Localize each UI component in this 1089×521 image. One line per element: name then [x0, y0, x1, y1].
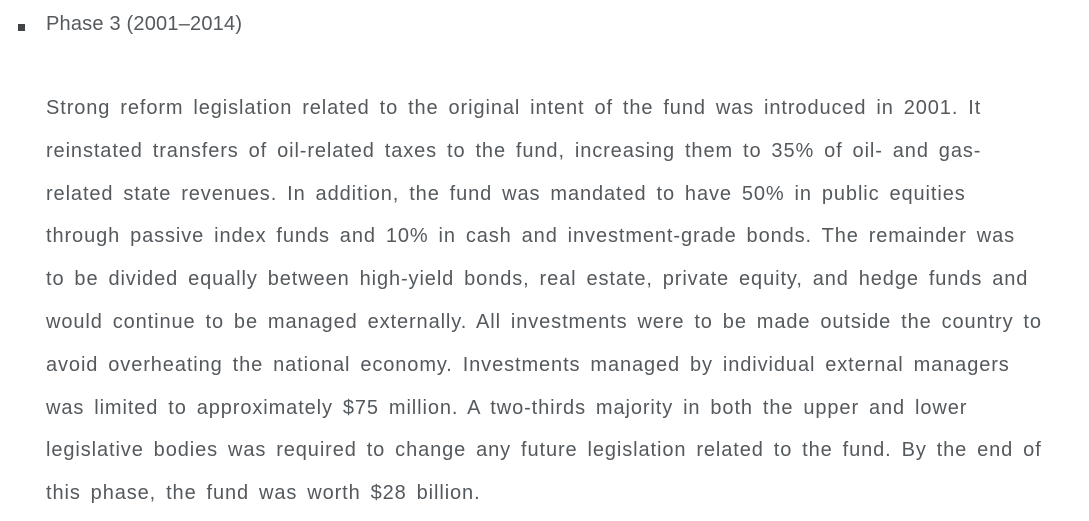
- square-bullet-icon: [18, 24, 25, 31]
- phase-description-paragraph: Strong reform legislation related to the…: [46, 97, 1042, 505]
- phase-heading: Phase 3 (2001–2014): [46, 13, 243, 35]
